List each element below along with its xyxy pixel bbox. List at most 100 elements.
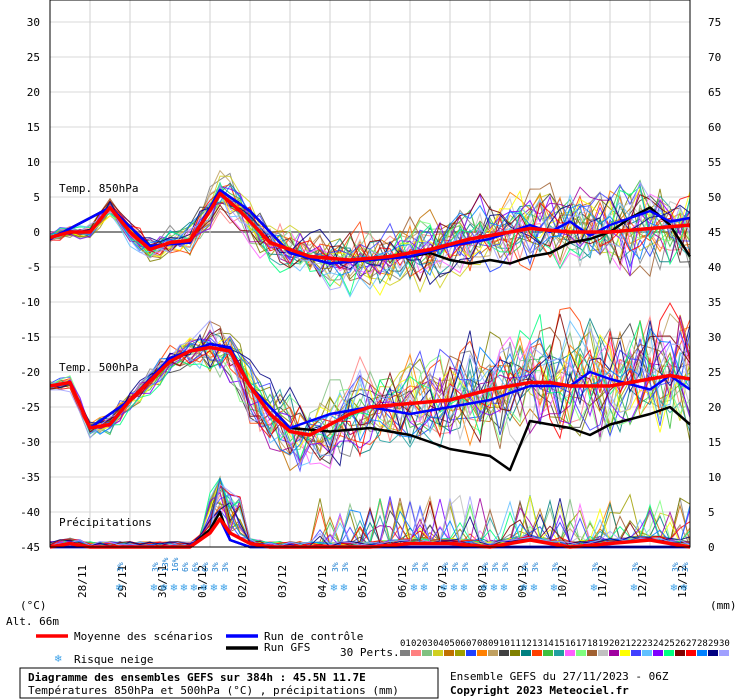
snow-risk-snowflake-icon: ❄	[450, 583, 458, 594]
y-tick-right: 55	[708, 156, 721, 169]
pert-number: 21	[620, 639, 631, 649]
pert-number: 23	[642, 639, 653, 649]
y-tick-right: 15	[708, 436, 721, 449]
pert-number: 24	[653, 639, 664, 649]
pert-color-swatch	[598, 650, 608, 656]
snow-risk-percent: 6%	[191, 562, 200, 572]
plot-frame	[49, 0, 691, 548]
y-tick-left: -5	[27, 261, 40, 274]
snow-risk-snowflake-icon: ❄	[115, 583, 123, 594]
pert-number: 03	[422, 639, 433, 649]
pert-legend: 01 02 03 04 05 06 07 08 09 10 11 12 13 14 15 16 17 18 19 20…	[400, 639, 730, 656]
pert-color-swatch	[664, 650, 674, 656]
x-tick-label: 07/12	[436, 565, 449, 598]
pert-number: 15	[554, 639, 565, 649]
snow-risk-percent: 13%	[161, 557, 170, 572]
pert-number: 04	[433, 639, 444, 649]
panel-label-precip: Précipitations	[59, 516, 152, 529]
pert-number: 17	[576, 639, 587, 649]
y-tick-right: 45	[708, 226, 721, 239]
pert-number: 01	[400, 639, 411, 649]
pert-color-swatch	[411, 650, 421, 656]
y-tick-left: -30	[20, 436, 40, 449]
y-tick-left: -40	[20, 506, 40, 519]
snow-risk-percent: 3%	[221, 562, 230, 572]
pert-color-swatch	[455, 650, 465, 656]
legend-perts-label: 30 Perts.	[340, 646, 400, 659]
x-tick-label: 04/12	[316, 565, 329, 598]
snow-risk-percent: 6%	[181, 562, 190, 572]
pert-number: 09	[488, 639, 499, 649]
snow-risk-snowflake-icon: ❄	[330, 583, 338, 594]
pert-color-swatch	[653, 650, 663, 656]
x-tick-label: 28/11	[76, 565, 89, 598]
snow-risk-percent: 3%	[451, 562, 460, 572]
snow-risk-snowflake-icon: ❄	[220, 583, 228, 594]
pert-color-swatch	[543, 650, 553, 656]
ensemble-member-line	[49, 192, 691, 283]
panel-label-t850: Temp. 850hPa	[59, 182, 138, 195]
snow-risk-snowflake-icon: ❄	[480, 583, 488, 594]
snow-risk-snowflake-icon: ❄	[590, 583, 598, 594]
x-tick-label: 08/12	[476, 565, 489, 598]
pert-color-swatch	[532, 650, 542, 656]
pert-color-swatch	[510, 650, 520, 656]
legend-snow-label: Risque neige	[74, 653, 153, 666]
pert-number: 07	[466, 639, 477, 649]
snow-risk-snowflake-icon: ❄	[150, 583, 158, 594]
snow-risk-snowflake-icon: ❄	[440, 583, 448, 594]
snow-risk-snowflake-icon: ❄	[210, 583, 218, 594]
ensemble-member-line	[49, 327, 691, 456]
snow-risk-snowflake-icon: ❄	[200, 583, 208, 594]
t500-mean-line	[49, 345, 691, 437]
pert-color-swatch	[620, 650, 630, 656]
pert-color-swatch	[499, 650, 509, 656]
pert-number: 14	[543, 639, 554, 649]
snow-risk-row: 3% ❄ 3% ❄ 13% ❄ 16% ❄ 6% ❄ 6% ❄ 6% ❄ 3% ❄ 3% ❄ 3% ❄ 3% ❄ 3% ❄ 3%…	[115, 557, 690, 594]
x-tick-label: 05/12	[356, 565, 369, 598]
ensemble-member-line	[49, 180, 691, 291]
y-tick-left: 20	[27, 86, 40, 99]
x-tick-label: 02/12	[236, 565, 249, 598]
y-tick-left: 25	[27, 51, 40, 64]
ensemble-member-line	[49, 191, 691, 286]
pert-color-swatch	[466, 650, 476, 656]
snow-risk-snowflake-icon: ❄	[410, 583, 418, 594]
pert-number: 11	[510, 639, 521, 649]
y-tick-right: 65	[708, 86, 721, 99]
y-tick-right: 50	[708, 191, 721, 204]
y-tick-right: 0	[708, 541, 715, 554]
y-tick-left: 15	[27, 121, 40, 134]
y-tick-right: 20	[708, 401, 721, 414]
y-tick-left: 30	[27, 16, 40, 29]
pert-number: 08	[477, 639, 488, 649]
chart-subtitle: Températures 850hPa et 500hPa (°C) , pré…	[28, 684, 399, 697]
ensemble-member-line	[49, 307, 691, 455]
pert-color-swatch	[697, 650, 707, 656]
snow-risk-percent: 3%	[421, 562, 430, 572]
pert-color-swatch	[488, 650, 498, 656]
pert-number: 16	[565, 639, 576, 649]
y-tick-right: 30	[708, 331, 721, 344]
snow-risk-percent: 3%	[531, 562, 540, 572]
pert-number: 06	[455, 639, 466, 649]
pert-color-swatch	[686, 650, 696, 656]
snow-risk-snowflake-icon: ❄	[670, 583, 678, 594]
snow-risk-snowflake-icon: ❄	[530, 583, 538, 594]
y-tick-left: -10	[20, 296, 40, 309]
pert-color-swatch	[433, 650, 443, 656]
snow-risk-snowflake-icon: ❄	[630, 583, 638, 594]
snow-risk-snowflake-icon: ❄	[460, 583, 468, 594]
snow-risk-snowflake-icon: ❄	[500, 583, 508, 594]
x-tick-label: 29/11	[116, 565, 129, 598]
pert-number: 30	[719, 639, 730, 649]
snow-risk-percent: 3%	[441, 562, 450, 572]
pert-number: 05	[444, 639, 455, 649]
y-tick-left: 10	[27, 156, 40, 169]
snow-risk-snowflake-icon: ❄	[340, 583, 348, 594]
pert-number: 12	[521, 639, 532, 649]
x-tick-label: 10/12	[556, 565, 569, 598]
pert-color-swatch	[400, 650, 410, 656]
snow-risk-percent: 3%	[591, 562, 600, 572]
